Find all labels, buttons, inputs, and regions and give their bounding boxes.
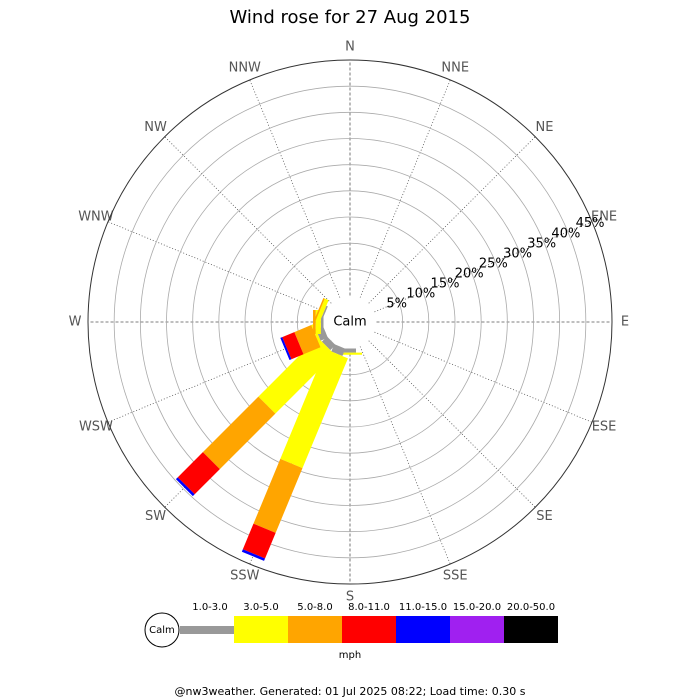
footer: @nw3weather. Generated: 01 Jul 2025 08:2…	[175, 685, 526, 698]
direction-label: SE	[536, 509, 552, 524]
chart-title: Wind rose for 27 Aug 2015	[230, 7, 471, 28]
ring-label: 30%	[503, 246, 532, 261]
direction-label: SW	[145, 509, 166, 524]
direction-label: SSE	[443, 569, 468, 584]
direction-label: E	[621, 315, 629, 330]
spoke	[368, 340, 536, 508]
legend-label: 1.0-3.0	[192, 602, 227, 613]
ring-label: 20%	[455, 266, 484, 281]
legend-label: 5.0-8.0	[297, 602, 332, 613]
legend-label: 8.0-11.0	[348, 602, 390, 613]
spoke	[107, 221, 326, 313]
direction-label: NNE	[441, 60, 469, 75]
grid-ring	[244, 216, 456, 428]
legend-calm-circle	[144, 612, 180, 648]
grid-ring	[270, 242, 430, 402]
legend-swatch	[396, 616, 450, 643]
spoke	[359, 79, 451, 298]
ring-label: 40%	[551, 226, 580, 241]
wind-bar-segment	[320, 316, 324, 328]
direction-label: S	[346, 590, 354, 605]
wind-bar-segment	[280, 337, 292, 361]
spoke	[164, 136, 332, 304]
spoke	[359, 346, 451, 565]
spoke	[374, 331, 593, 423]
legend-swatch	[504, 616, 558, 643]
direction-label: ESE	[592, 420, 617, 435]
direction-label: WNW	[78, 209, 114, 224]
spoke	[368, 136, 536, 304]
direction-label: NE	[535, 120, 553, 135]
direction-label: NW	[144, 120, 167, 135]
grid-ring	[296, 268, 404, 376]
wind-bar-segment	[242, 523, 276, 559]
direction-label: WSW	[79, 420, 113, 435]
grid-ring	[166, 138, 534, 506]
legend-label: 15.0-20.0	[453, 602, 501, 613]
legend-swatch	[342, 616, 396, 643]
legend-swatch	[180, 626, 234, 634]
calm-label: Calm	[333, 315, 366, 330]
wind-bar-segment	[331, 344, 346, 357]
legend-calm-label: Calm	[149, 625, 175, 636]
legend-swatch	[288, 616, 342, 643]
wind-bar-segment	[175, 477, 195, 497]
legend-unit: mph	[339, 650, 361, 661]
wind-bar-segment	[338, 352, 362, 355]
wind-bar-segment	[314, 297, 325, 321]
outer-ring	[87, 59, 613, 585]
ring-label: 25%	[479, 256, 508, 271]
wind-bar-segment	[321, 305, 328, 318]
ring-label: 35%	[527, 236, 556, 251]
grid-ring	[113, 85, 587, 559]
grid-ring	[192, 164, 508, 480]
legend-swatch	[234, 616, 288, 643]
direction-label: NNW	[229, 60, 261, 75]
direction-label: SSW	[230, 569, 260, 584]
legend-label: 11.0-15.0	[399, 602, 447, 613]
wind-bar-segment	[258, 337, 335, 414]
wind-bar-segment	[313, 310, 316, 334]
grid-ring	[139, 111, 561, 533]
spoke	[374, 221, 593, 313]
direction-label: N	[345, 40, 355, 55]
grid-ring	[218, 190, 482, 454]
legend-label: 20.0-50.0	[507, 602, 555, 613]
direction-label: W	[69, 315, 82, 330]
direction-label: ENE	[591, 209, 617, 224]
legend-label: 3.0-5.0	[243, 602, 278, 613]
ring-label: 10%	[406, 286, 435, 301]
wind-bar-segment	[321, 336, 336, 351]
ring-label: 5%	[386, 296, 407, 311]
wind-bar-segment	[253, 458, 303, 533]
spoke	[249, 79, 341, 298]
wind-bar-segment	[241, 549, 266, 561]
ring-label: 45%	[576, 216, 605, 231]
wind-bar-segment	[344, 348, 356, 353]
wind-bar-segment	[282, 332, 304, 360]
calm-circle	[324, 296, 376, 348]
wind-bar-segment	[280, 349, 348, 469]
ring-label: 15%	[431, 276, 460, 291]
legend-swatch	[450, 616, 504, 643]
wind-bar-segment	[177, 452, 220, 495]
wind-bar-segment	[202, 396, 276, 470]
wind-bar-segment	[315, 298, 329, 323]
